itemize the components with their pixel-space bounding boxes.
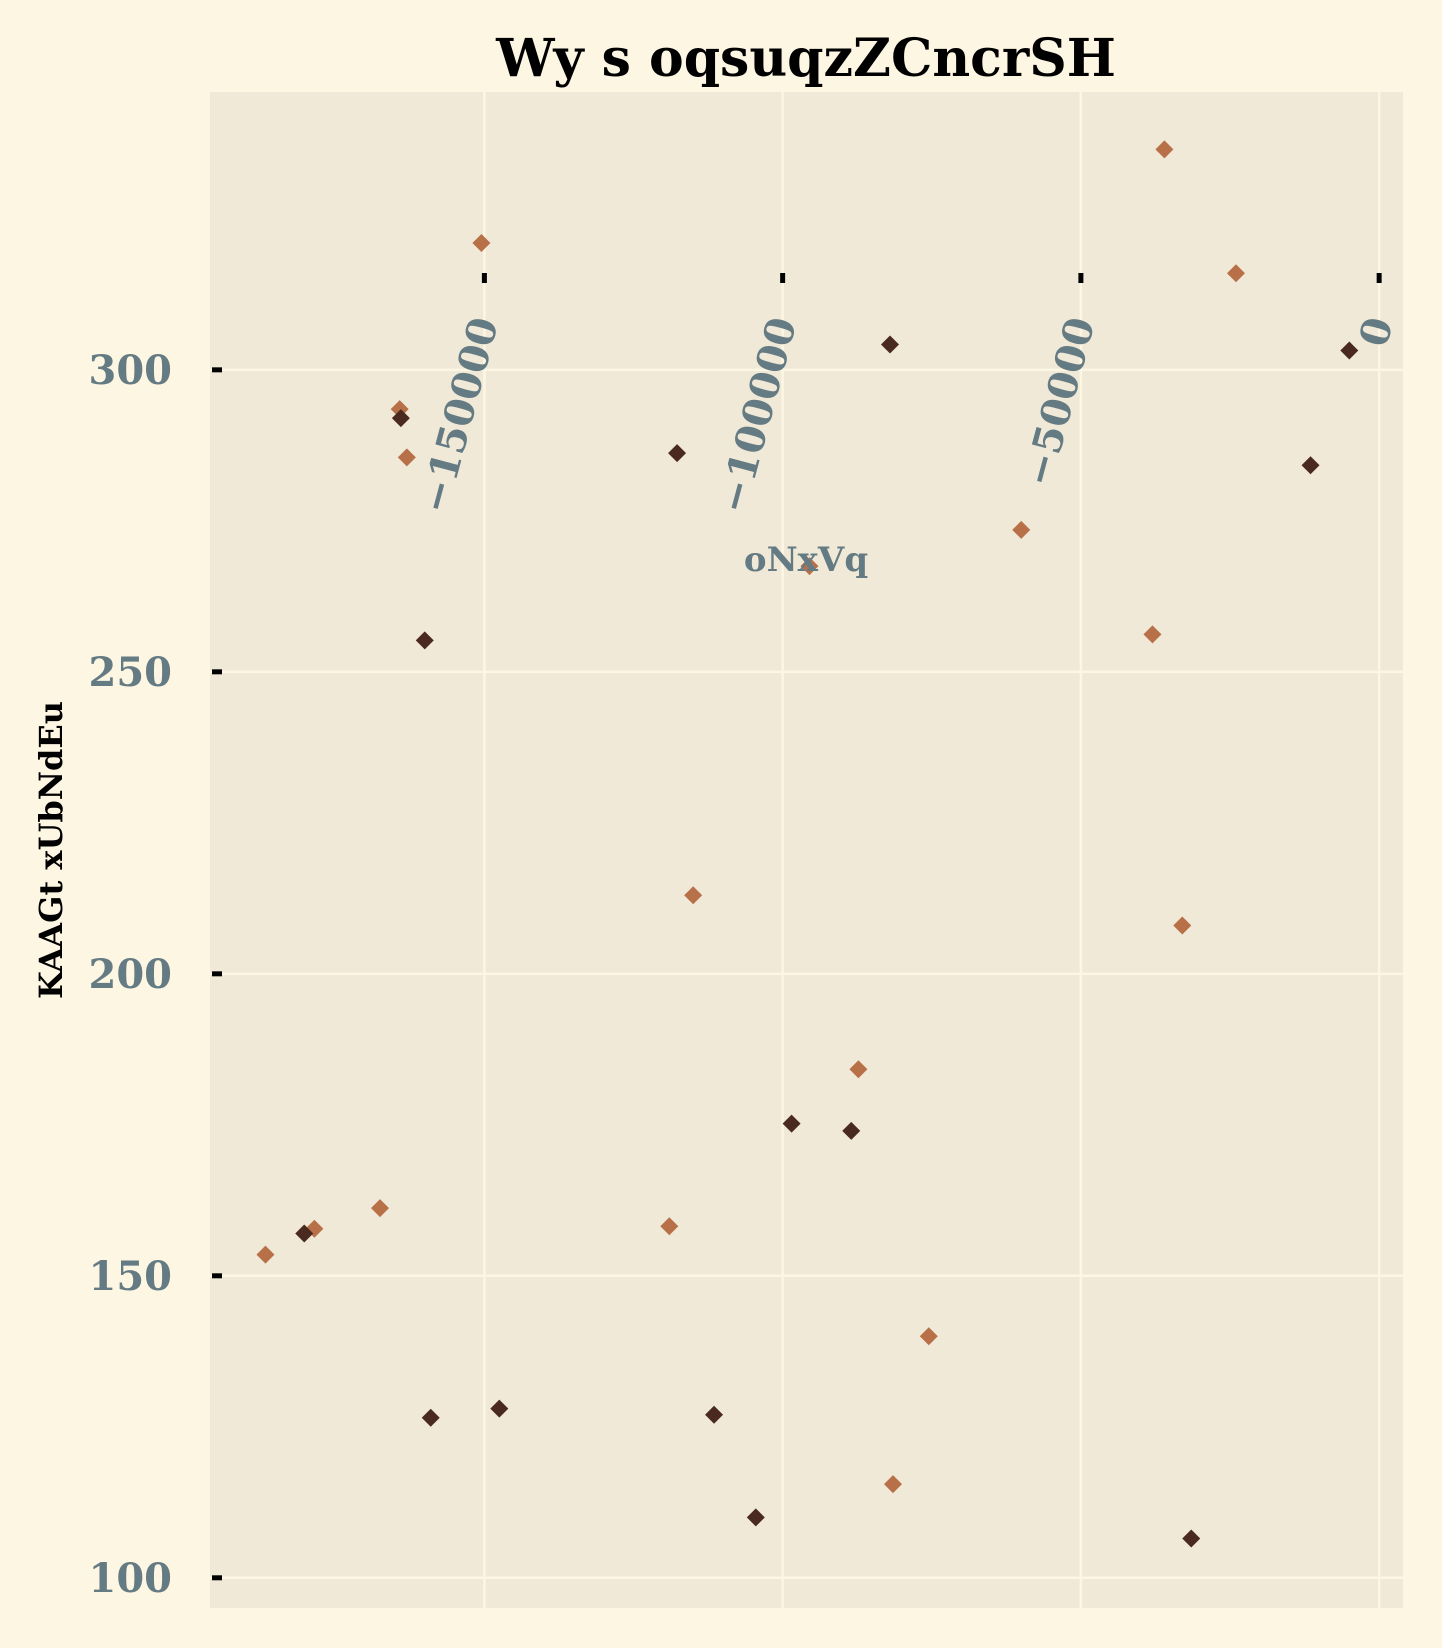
x-axis-label: oNxVq bbox=[744, 540, 868, 580]
data-points bbox=[256, 140, 1359, 1548]
data-point bbox=[684, 886, 703, 905]
y-axis-label: KAAGt xUbNdEu bbox=[32, 701, 70, 999]
data-point bbox=[295, 1224, 314, 1243]
data-point bbox=[1143, 625, 1162, 644]
data-point bbox=[371, 1199, 390, 1218]
grid-lines bbox=[210, 92, 1403, 1608]
data-point bbox=[1012, 520, 1031, 539]
y-tick-label: 250 bbox=[89, 649, 173, 696]
data-point bbox=[490, 1399, 509, 1418]
y-tick-label: 100 bbox=[89, 1555, 173, 1602]
data-point bbox=[1301, 456, 1320, 475]
data-point bbox=[660, 1217, 679, 1236]
data-point bbox=[1155, 140, 1174, 159]
chart-title: Wy s oqsuqzZCncrSH bbox=[495, 28, 1116, 89]
y-tick-label: 200 bbox=[89, 951, 173, 998]
data-point bbox=[1173, 916, 1192, 935]
data-point bbox=[782, 1114, 801, 1133]
data-point bbox=[1340, 341, 1359, 360]
data-point bbox=[397, 448, 416, 467]
data-point bbox=[415, 631, 434, 650]
data-point bbox=[472, 233, 491, 252]
data-point bbox=[919, 1327, 938, 1346]
data-point bbox=[705, 1405, 724, 1424]
data-point bbox=[746, 1508, 765, 1527]
data-point bbox=[881, 335, 900, 354]
data-point bbox=[421, 1408, 440, 1427]
data-point bbox=[842, 1121, 861, 1140]
data-point bbox=[256, 1245, 275, 1264]
data-point bbox=[668, 444, 687, 463]
data-point bbox=[1182, 1529, 1201, 1548]
data-point bbox=[391, 409, 410, 428]
plot-area bbox=[210, 92, 1403, 1608]
data-point bbox=[849, 1060, 868, 1079]
data-point bbox=[1226, 264, 1245, 283]
data-point bbox=[800, 557, 819, 576]
data-point bbox=[883, 1475, 902, 1494]
y-tick-label: 150 bbox=[89, 1253, 173, 1300]
y-tick-label: 300 bbox=[89, 347, 173, 394]
